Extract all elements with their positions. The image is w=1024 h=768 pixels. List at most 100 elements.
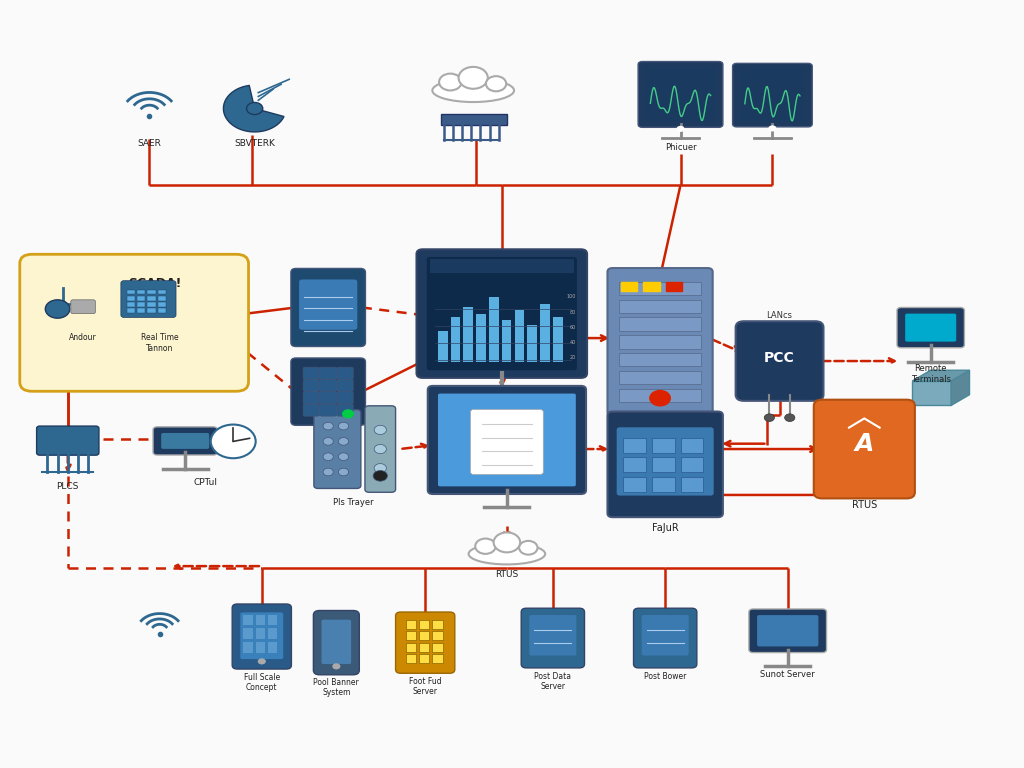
Bar [489,296,499,362]
FancyBboxPatch shape [735,321,823,401]
Text: Full Scale
Concept: Full Scale Concept [244,673,280,692]
FancyBboxPatch shape [303,392,319,404]
Circle shape [258,658,266,664]
Bar [244,642,253,653]
FancyBboxPatch shape [19,254,249,391]
FancyBboxPatch shape [313,611,359,675]
Bar [618,317,701,331]
Bar [621,282,637,291]
Bar [419,631,429,641]
FancyBboxPatch shape [303,379,319,392]
FancyBboxPatch shape [37,426,99,455]
Circle shape [459,67,487,89]
Bar [419,643,429,652]
FancyBboxPatch shape [428,386,586,494]
Circle shape [439,74,462,91]
FancyBboxPatch shape [319,379,337,392]
FancyBboxPatch shape [303,367,319,379]
Bar [244,628,253,639]
Text: Sunot Server: Sunot Server [761,670,815,679]
Text: Remote
Terminals: Remote Terminals [910,364,950,383]
Polygon shape [223,85,284,132]
FancyBboxPatch shape [337,379,353,392]
Bar [268,614,278,625]
Bar [651,457,675,472]
Bar [618,282,701,295]
Text: SBVTERK: SBVTERK [234,139,275,148]
FancyBboxPatch shape [303,404,319,416]
Bar [514,310,524,362]
FancyBboxPatch shape [417,250,587,378]
Bar [147,308,156,313]
Circle shape [324,453,333,461]
Circle shape [374,445,386,454]
FancyBboxPatch shape [319,367,337,379]
Circle shape [677,126,685,132]
Text: RTUS: RTUS [496,570,518,579]
Text: Post Bower: Post Bower [644,672,686,680]
FancyBboxPatch shape [645,67,716,122]
Text: 40: 40 [569,340,575,345]
Bar [406,643,416,652]
FancyBboxPatch shape [642,615,689,656]
Bar [440,114,507,124]
FancyBboxPatch shape [314,409,360,488]
FancyBboxPatch shape [153,427,217,455]
FancyBboxPatch shape [241,612,284,659]
FancyBboxPatch shape [427,257,577,370]
Bar [618,300,701,313]
Circle shape [374,425,386,435]
Polygon shape [951,370,970,406]
Bar [618,371,701,384]
Text: Post Data
Server: Post Data Server [535,672,571,691]
Bar [127,296,135,300]
FancyBboxPatch shape [161,433,209,449]
Bar [244,614,253,625]
Circle shape [338,453,348,461]
Circle shape [338,422,348,430]
FancyBboxPatch shape [607,268,713,415]
Circle shape [247,102,263,114]
Bar [527,325,537,362]
Bar [127,308,135,313]
Text: CPTuI: CPTuI [194,478,218,487]
Ellipse shape [469,543,545,564]
Bar [137,296,145,300]
Text: Pls Trayer: Pls Trayer [334,498,374,508]
FancyBboxPatch shape [607,412,723,517]
Bar [681,457,703,472]
Bar [406,654,416,664]
Bar [553,317,562,362]
FancyBboxPatch shape [749,609,826,653]
Bar [618,336,701,349]
Bar [502,319,512,362]
Circle shape [45,300,70,318]
Polygon shape [912,381,951,406]
Bar [256,614,265,625]
Bar [137,308,145,313]
Bar [540,304,550,362]
FancyBboxPatch shape [337,392,353,404]
FancyBboxPatch shape [814,399,914,498]
Bar [438,331,447,362]
Text: Andour: Andour [70,333,97,343]
Circle shape [342,409,354,419]
Bar [137,302,145,306]
FancyBboxPatch shape [395,612,455,674]
Text: 100: 100 [566,294,575,300]
Circle shape [374,464,386,473]
Circle shape [324,438,333,445]
Bar [127,302,135,306]
Bar [476,314,486,362]
Circle shape [338,468,348,476]
Text: 20: 20 [569,356,575,360]
Text: 60: 60 [569,325,575,330]
Text: Real Time
Tannon: Real Time Tannon [141,333,178,353]
Text: RTUS: RTUS [852,500,877,510]
Bar [158,296,166,300]
Circle shape [486,76,506,91]
Text: PCC: PCC [764,351,795,365]
FancyBboxPatch shape [732,64,812,127]
Bar [681,438,703,452]
Bar [256,642,265,653]
